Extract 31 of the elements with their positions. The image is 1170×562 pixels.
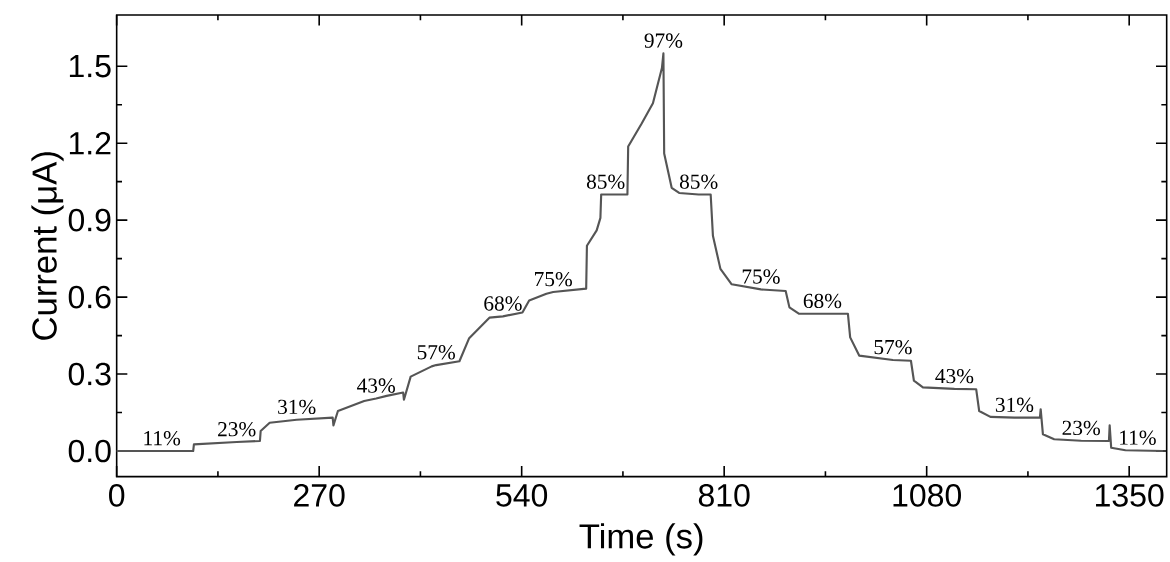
x-tick-label: 810 bbox=[698, 484, 750, 507]
y-tick-label: 1.5 bbox=[69, 55, 111, 78]
x-tick-label: 540 bbox=[496, 484, 548, 507]
y-tick-label: 0.3 bbox=[68, 362, 111, 386]
annotation: 11% bbox=[1120, 430, 1156, 445]
x-tick-label: 0 bbox=[109, 484, 125, 507]
x-tick-label: 270 bbox=[294, 484, 345, 507]
annotation: 68% bbox=[803, 293, 842, 309]
y-tick-label: 0.0 bbox=[68, 439, 111, 463]
x-tick-label: 1080 bbox=[893, 484, 961, 507]
annotation: 97% bbox=[644, 33, 683, 48]
y-axis-title: Current (μA) bbox=[31, 152, 64, 340]
annotation: 68% bbox=[484, 296, 522, 311]
annotation: 31% bbox=[278, 399, 316, 415]
annotation: 43% bbox=[357, 378, 395, 393]
annotation: 43% bbox=[935, 368, 974, 384]
annotation: 75% bbox=[742, 269, 780, 284]
annotation: 57% bbox=[417, 345, 455, 360]
annotation: 57% bbox=[874, 339, 912, 355]
annotation: 75% bbox=[535, 271, 572, 287]
annotation: 23% bbox=[218, 421, 256, 437]
x-tick-label: 1350 bbox=[1096, 484, 1164, 507]
y-tick-label: 0.9 bbox=[68, 208, 111, 232]
y-tick-label: 0.6 bbox=[68, 285, 111, 309]
annotation: 85% bbox=[586, 174, 625, 189]
y-tick-label: 1.2 bbox=[69, 132, 111, 155]
annotation: 23% bbox=[1062, 420, 1100, 436]
annotation: 85% bbox=[679, 174, 718, 189]
x-axis-title: Time (s) bbox=[579, 523, 703, 556]
annotation: 31% bbox=[995, 397, 1034, 413]
annotation: 11% bbox=[144, 430, 181, 446]
